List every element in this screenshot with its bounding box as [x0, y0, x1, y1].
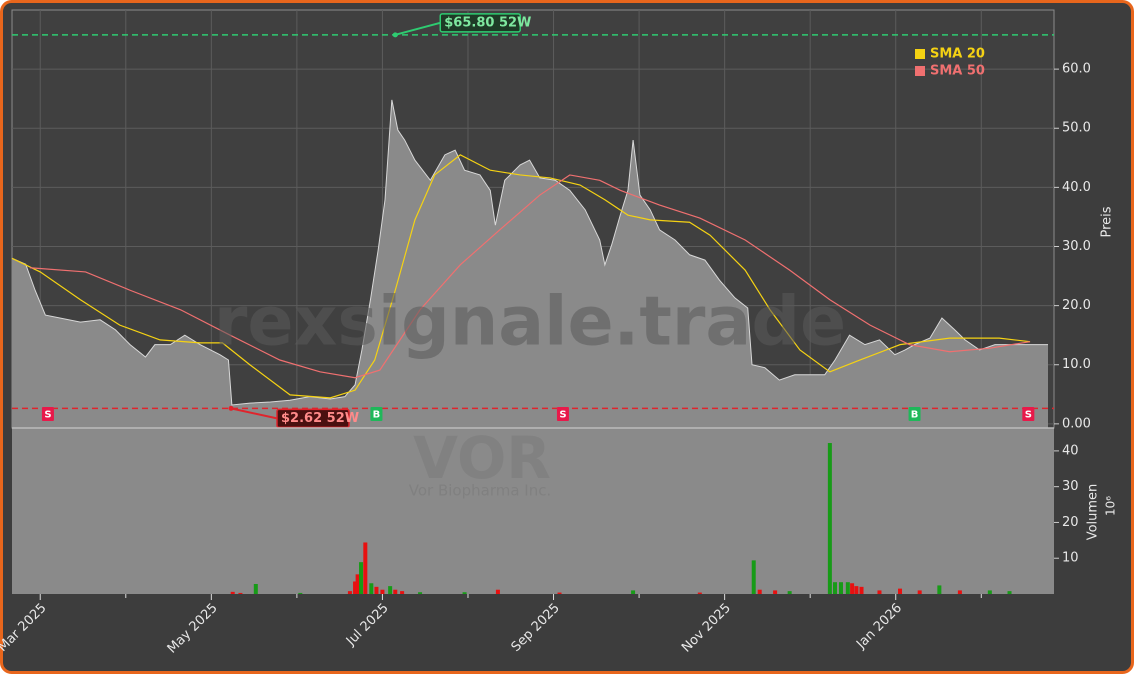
signal-box	[556, 407, 569, 421]
volume-bar	[917, 590, 922, 594]
volume-bar	[773, 590, 778, 594]
y-tick-label: 30.0	[1062, 239, 1091, 254]
y-tick-label: 20.0	[1062, 298, 1091, 313]
signal-label: S	[1025, 410, 1032, 421]
volume-bar	[827, 443, 832, 594]
y-tick-label: 30	[1062, 479, 1079, 494]
volume-bar	[898, 588, 903, 594]
volume-bar	[369, 583, 374, 594]
y-tick-label: 20	[1062, 515, 1079, 530]
signal-label: B	[373, 410, 381, 421]
volume-bar	[557, 592, 562, 594]
annotation-text: $65.80 52W	[444, 15, 531, 30]
price-axis-label: Preis	[1100, 206, 1115, 237]
volume-bar	[751, 560, 756, 594]
volume-bar	[388, 586, 393, 594]
annotation-point	[392, 32, 398, 38]
volume-bar	[987, 590, 992, 594]
volume-bar	[462, 592, 467, 594]
watermark-ticker: VOR	[413, 424, 551, 492]
annotation-text: $2.62 52W	[281, 411, 359, 426]
y-tick-label: 0.00	[1062, 416, 1091, 431]
watermark-site: rexsignale.trade	[214, 283, 846, 362]
legend-label: SMA 20	[930, 47, 985, 62]
y-tick-label: 50.0	[1062, 121, 1091, 136]
volume-bar	[400, 591, 405, 594]
volume-bar	[854, 586, 859, 594]
volume-bar	[230, 591, 235, 594]
volume-bar	[393, 589, 398, 594]
volume-bar	[253, 583, 258, 594]
volume-bar	[353, 581, 358, 594]
volume-bar	[1007, 591, 1012, 594]
volume-bar	[355, 574, 360, 594]
volume-bar	[697, 592, 702, 594]
volume-panel	[12, 428, 1054, 594]
annotation-arrow	[395, 21, 441, 36]
volume-bar	[298, 592, 303, 594]
volume-bar	[787, 591, 792, 594]
signal-label: S	[44, 410, 51, 421]
volume-bar	[495, 589, 500, 594]
volume-bar	[859, 586, 864, 594]
signal-box	[41, 407, 54, 421]
annotation-box	[439, 13, 522, 33]
sma-line	[29, 174, 1031, 379]
volume-bar	[937, 585, 942, 594]
y-tick-label: 40	[1062, 443, 1079, 458]
volume-bar	[238, 592, 243, 594]
sma-line	[11, 154, 1031, 399]
y-tick-label: 60.0	[1062, 62, 1091, 77]
volume-bar	[957, 590, 962, 594]
y-tick-label: 40.0	[1062, 180, 1091, 195]
legend-swatch	[915, 66, 925, 76]
volume-bar	[631, 590, 636, 594]
annotation-arrow	[230, 407, 278, 420]
volume-bar	[418, 592, 423, 594]
volume-bar	[832, 582, 837, 594]
volume-bar	[845, 582, 850, 594]
volume-bar	[877, 590, 882, 594]
volume-bar	[363, 542, 368, 594]
volume-bar	[380, 589, 385, 594]
signal-label: B	[911, 410, 919, 421]
watermark-company: Vor Biopharma Inc.	[409, 482, 552, 500]
legend-swatch	[915, 49, 925, 59]
annotation-point	[228, 405, 234, 411]
volume-bar	[374, 586, 379, 594]
signal-box	[1022, 407, 1035, 421]
volume-bar	[757, 589, 762, 594]
volume-bar	[850, 583, 855, 594]
signal-box	[370, 407, 383, 421]
volume-bar	[347, 591, 352, 594]
volume-unit: 10⁶	[1104, 496, 1118, 516]
price-line	[11, 99, 1049, 406]
price-area	[12, 99, 1049, 429]
legend-label: SMA 50	[930, 64, 985, 79]
y-tick-label: 10.0	[1062, 357, 1091, 372]
signal-box	[908, 407, 921, 421]
signal-label: S	[559, 410, 566, 421]
volume-bar	[359, 562, 364, 594]
volume-axis-label: Volumen	[1086, 484, 1101, 541]
volume-bar	[838, 582, 843, 594]
y-tick-label: 10	[1062, 551, 1079, 566]
